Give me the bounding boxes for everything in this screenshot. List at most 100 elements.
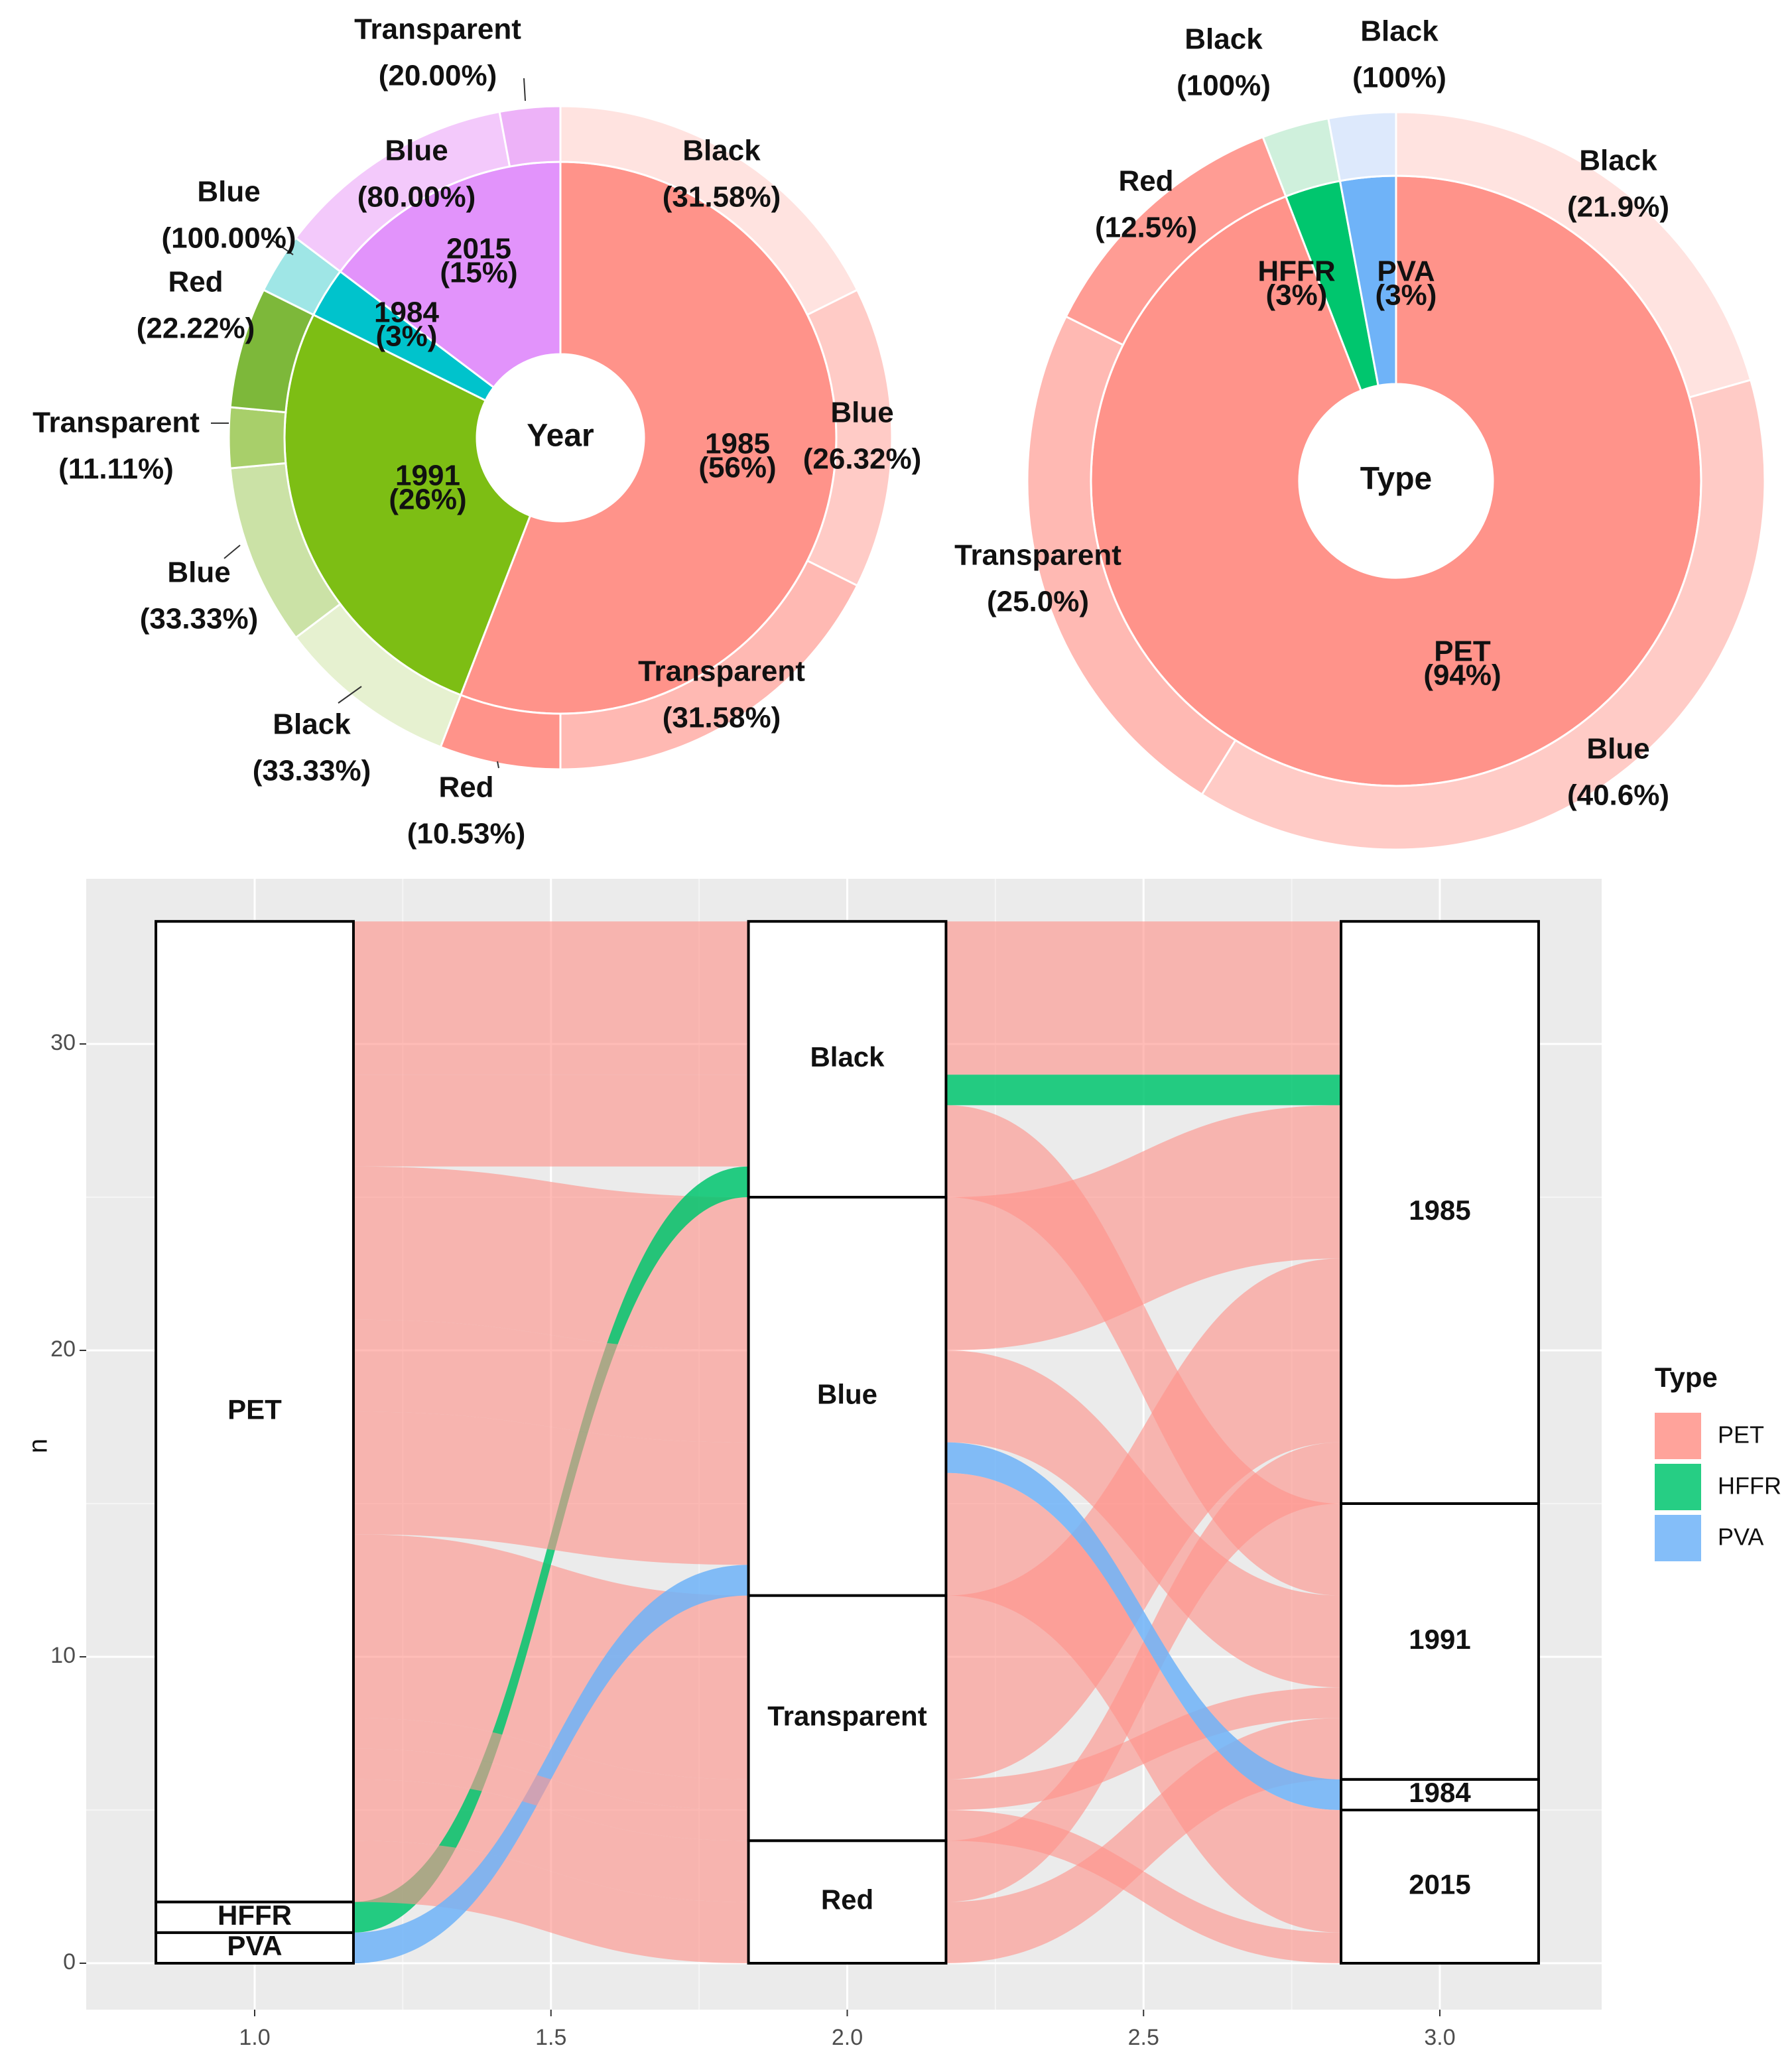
leader-line: [271, 239, 294, 255]
stratum-transparent: [747, 1594, 948, 1843]
legend-title: Type: [1655, 1362, 1718, 1393]
inner-label-name: PVA: [1377, 255, 1435, 288]
outer-label-name: Red: [1118, 165, 1173, 198]
legend-label: PVA: [1718, 1523, 1763, 1551]
legend-label: HFFR: [1718, 1472, 1781, 1500]
outer-label-pct: (12.5%): [1095, 212, 1197, 244]
inner-label-pct: (56%): [698, 452, 776, 484]
stratum-pva: [155, 1931, 355, 1965]
outer-label-pct: (31.58%): [663, 702, 781, 734]
outer-label-pct: (33.33%): [253, 755, 371, 787]
outer-label-name: Blue: [385, 135, 448, 167]
legend-key-pva: [1655, 1515, 1701, 1561]
x-tick-label: 1.5: [535, 2025, 566, 2050]
stratum-label: HFFR: [218, 1900, 292, 1931]
outer-slice-pet-blue: [1200, 378, 1766, 851]
outer-label-pct: (25.0%): [987, 586, 1089, 618]
center-label: Year: [527, 419, 594, 454]
leader-line: [338, 686, 362, 704]
flow-pet-black: [353, 1074, 749, 1167]
outer-slice-pva-black: [1327, 111, 1397, 182]
outer-label-name: Red: [438, 771, 493, 804]
legend-key-pet: [1655, 1413, 1701, 1459]
legend-key-hffr: [1655, 1464, 1701, 1510]
inner-label-pct: (3%): [376, 320, 438, 353]
y-axis-title: n: [24, 1439, 53, 1453]
inner-label-name: 1984: [374, 296, 439, 329]
center-hole: [477, 354, 644, 521]
outer-label-pct: (10.53%): [407, 818, 526, 850]
outer-label-pct: (22.22%): [137, 312, 255, 345]
outer-label-name: Transparent: [32, 407, 200, 439]
outer-label-name: Black: [1360, 15, 1438, 48]
flow-black-1991: [946, 1105, 1342, 1596]
flow-pet-red: [353, 1841, 749, 1963]
x-tick-label: 1.0: [239, 2025, 270, 2050]
flow-pet-transparent: [353, 1748, 749, 1841]
flow-pet-red: [353, 1779, 749, 1902]
inner-label-pct: (94%): [1423, 659, 1501, 692]
stratum-label: PVA: [227, 1930, 282, 1961]
outer-label-name: Black: [682, 135, 761, 167]
x-tick-label: 2.0: [832, 2025, 863, 2050]
outer-label-pct: (40.6%): [1567, 779, 1669, 812]
alluvial-chart: PVAHFFRPETRedTransparentBlueBlack2015198…: [24, 879, 1781, 2050]
inner-label-name: 1991: [395, 460, 460, 492]
outer-label-pct: (11.11%): [58, 453, 174, 486]
stratum-red: [747, 1839, 948, 1965]
stratum-label: Black: [810, 1041, 885, 1072]
inner-label-pct: (15%): [440, 257, 517, 289]
stratum-1985: [1340, 920, 1540, 1505]
outer-label-name: Transparent: [638, 655, 805, 688]
outer-label-pct: (100%): [1352, 62, 1446, 94]
stratum-label: 2015: [1409, 1869, 1470, 1900]
flow-transparent-2015: [946, 1810, 1342, 1963]
outer-label-pct: (33.33%): [140, 603, 259, 635]
stratum-label: PET: [227, 1393, 282, 1425]
outer-label-pct: (21.9%): [1567, 191, 1669, 224]
outer-label-name: Blue: [197, 176, 260, 208]
inner-label-pct: (3%): [1375, 279, 1437, 312]
inner-label-name: 2015: [446, 233, 511, 265]
leader-line: [497, 761, 499, 769]
outer-slice-1991-transparent: [227, 406, 287, 470]
outer-label-name: Black: [1184, 23, 1263, 56]
inner-label-name: 1985: [705, 428, 770, 460]
outer-label-pct: (20.00%): [379, 60, 497, 92]
stratum-label: Blue: [817, 1378, 877, 1409]
outer-label-pct: (80.00%): [357, 181, 476, 214]
outer-label-name: Black: [1579, 145, 1657, 177]
flow-blue-2015: [946, 1472, 1342, 1933]
x-tick-label: 2.5: [1128, 2025, 1159, 2050]
stratum-label: 1984: [1409, 1777, 1471, 1808]
outer-label-pct: (100.00%): [161, 222, 296, 255]
flow-pet-black: [353, 921, 749, 1075]
flow-blue-1984: [946, 1442, 1342, 1810]
center-hole: [1299, 384, 1493, 578]
flow-pet-transparent: [353, 1534, 749, 1780]
stratum-label: Transparent: [767, 1700, 927, 1731]
flow-pet-blue: [353, 1411, 749, 1565]
sunburst-chart-2: TypePET(94%)HFFR(3%)PVA(3%)Black(21.9%)B…: [954, 15, 1766, 851]
inner-label-name: PET: [1434, 635, 1491, 668]
outer-label-name: Transparent: [354, 13, 521, 46]
outer-slice-2015-transparent: [498, 105, 562, 168]
flow-pet-blue: [353, 1166, 749, 1350]
legend-label: PET: [1718, 1421, 1764, 1449]
sunburst-chart-1: Year 1985(56%) 1991(26%) 1984(3%) 2015(15%) B…: [32, 13, 921, 850]
outer-label-pct: (26.32%): [803, 443, 922, 476]
inner-label-pct: (3%): [1266, 279, 1328, 312]
outer-label-name: Blue: [1586, 733, 1649, 765]
y-tick-label: 0: [63, 1949, 76, 1975]
stratum-label: Red: [821, 1884, 873, 1915]
x-tick-label: 3.0: [1424, 2025, 1455, 2050]
outer-label-pct: (31.58%): [663, 181, 781, 214]
flow-black-1985: [946, 921, 1342, 1075]
inner-label-pct: (26%): [389, 484, 466, 516]
y-tick-label: 10: [50, 1643, 76, 1668]
stratum-black: [747, 920, 948, 1198]
flow-blue-1991: [946, 1350, 1342, 1688]
stratum-1991: [1340, 1502, 1540, 1781]
